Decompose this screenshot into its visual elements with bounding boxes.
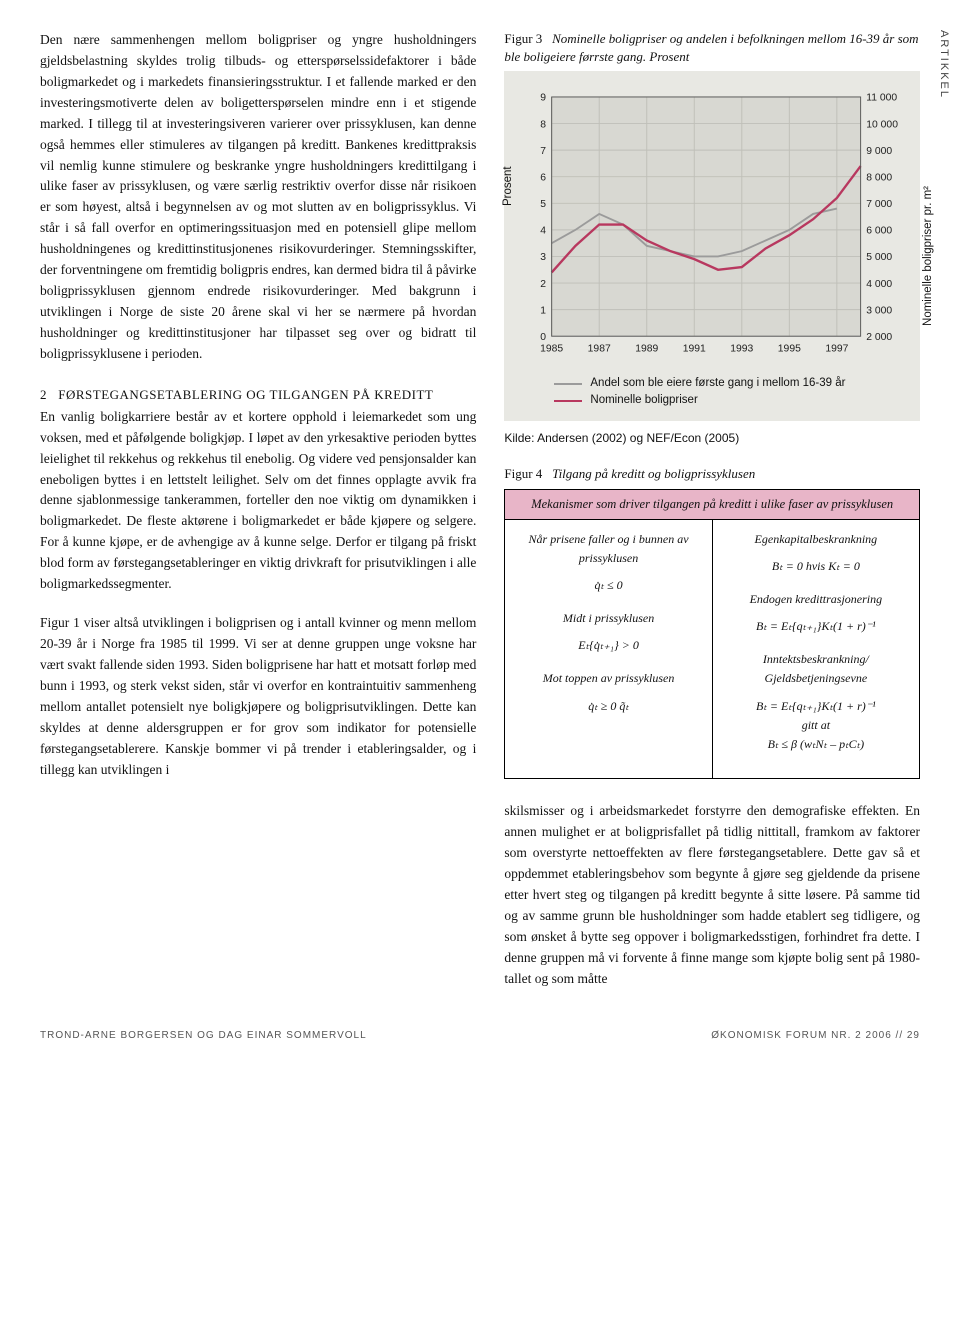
svg-text:8: 8 xyxy=(541,119,547,130)
legend-swatch xyxy=(554,400,582,402)
page-footer: TROND-ARNE BORGERSEN OG DAG EINAR SOMMER… xyxy=(40,1030,920,1041)
svg-text:7: 7 xyxy=(541,146,547,157)
fig4-right-col: Egenkapitalbeskrankning Bₜ = 0 hvis Kₜ = … xyxy=(713,520,919,779)
fig4-right-label: Egenkapitalbeskrankning xyxy=(721,530,911,549)
fig4-right-label: Inntektsbeskrankning/ Gjeldsbetjeningsev… xyxy=(721,650,911,688)
svg-text:6 000: 6 000 xyxy=(867,226,893,237)
svg-text:9: 9 xyxy=(541,93,547,104)
fig4-left-label: Mot toppen av prissyklusen xyxy=(513,669,703,688)
svg-text:1985: 1985 xyxy=(541,343,564,354)
fig4-header: Mekanismer som driver tilgangen på kredi… xyxy=(505,490,919,520)
svg-text:2 000: 2 000 xyxy=(867,332,893,343)
fig4-left-math: Eₜ{q̇ₜ₊₁} > 0 xyxy=(513,636,703,655)
svg-text:6: 6 xyxy=(541,173,547,184)
body-para-3: Figur 1 viser altså utviklingen i boligp… xyxy=(40,613,476,780)
fig4-left-label: Midt i prissyklusen xyxy=(513,609,703,628)
section-number: 2 xyxy=(40,387,47,402)
svg-text:2: 2 xyxy=(541,279,547,290)
right-column: ARTIKKEL Figur 3 Nominelle boligpriser o… xyxy=(504,30,920,990)
svg-text:8 000: 8 000 xyxy=(867,173,893,184)
legend-row: Nominelle boligpriser xyxy=(554,392,906,409)
fig4-right-math: Bₜ = Eₜ{qₜ₊₁}Kₜ(1 + r)⁻¹ xyxy=(721,617,911,636)
fig4-caption: Figur 4 Tilgang på kreditt og boligpriss… xyxy=(504,465,920,483)
svg-text:7 000: 7 000 xyxy=(867,199,893,210)
right-body-para: skilsmisser og i arbeidsmarkedet forstyr… xyxy=(504,801,920,989)
chart-svg: 0 1 2 3 4 5 6 7 8 9 2 000 3 000 4 000 5 000 6 000 7 000… xyxy=(514,81,910,371)
fig4-left-col: Når prisene faller og i bunnen av prissy… xyxy=(505,520,712,779)
fig4-frame: Mekanismer som driver tilgangen på kredi… xyxy=(504,489,920,780)
fig3-chart: Prosent Nominelle boligpriser pr. m² 012… xyxy=(504,71,920,421)
legend-row: Andel som ble eiere første gang i mellom… xyxy=(554,375,906,392)
svg-text:1987: 1987 xyxy=(588,343,611,354)
fig4-right-math: Bₜ = Eₜ{qₜ₊₁}Kₜ(1 + r)⁻¹gitt atBₜ ≤ β (w… xyxy=(721,697,911,755)
y-right-label: Nominelle boligpriser pr. m² xyxy=(922,186,934,326)
footer-right: ØKONOMISK FORUM NR. 2 2006 // 29 xyxy=(711,1030,920,1041)
fig4-title: Tilgang på kreditt og boligprissyklusen xyxy=(552,466,755,481)
body-para-1: Den nære sammenhengen mellom boligpriser… xyxy=(40,30,476,365)
para1-text: Den nære sammenhengen mellom boligpriser… xyxy=(40,30,476,365)
svg-text:11 000: 11 000 xyxy=(867,93,898,104)
svg-text:4 000: 4 000 xyxy=(867,279,893,290)
fig4-left-label: Når prisene faller og i bunnen av prissy… xyxy=(513,530,703,568)
legend-swatch xyxy=(554,383,582,385)
fig4-left-math: q̇ₜ ≤ 0 xyxy=(513,576,703,595)
fig3-legend: Andel som ble eiere første gang i mellom… xyxy=(514,371,910,410)
left-column: Den nære sammenhengen mellom boligpriser… xyxy=(40,30,476,990)
svg-text:0: 0 xyxy=(541,332,547,343)
footer-left: TROND-ARNE BORGERSEN OG DAG EINAR SOMMER… xyxy=(40,1030,367,1041)
fig3-caption: Figur 3 Nominelle boligpriser og andelen… xyxy=(504,30,920,65)
svg-text:5 000: 5 000 xyxy=(867,252,893,263)
page-columns: Den nære sammenhengen mellom boligpriser… xyxy=(40,30,920,990)
legend-label: Andel som ble eiere første gang i mellom… xyxy=(590,375,845,392)
svg-text:9 000: 9 000 xyxy=(867,146,893,157)
fig3-label: Figur 3 xyxy=(504,31,542,46)
para3-text: Figur 1 viser altså utviklingen i boligp… xyxy=(40,613,476,780)
svg-text:1989: 1989 xyxy=(636,343,659,354)
fig3-title: Nominelle boligpriser og andelen i befol… xyxy=(504,31,918,64)
fig4: Figur 4 Tilgang på kreditt og boligpriss… xyxy=(504,465,920,779)
svg-text:1991: 1991 xyxy=(683,343,706,354)
right-body-text: skilsmisser og i arbeidsmarkedet forstyr… xyxy=(504,801,920,989)
fig4-body: Når prisene faller og i bunnen av prissy… xyxy=(505,520,919,779)
fig3-source: Kilde: Andersen (2002) og NEF/Econ (2005… xyxy=(504,431,920,445)
svg-text:5: 5 xyxy=(541,199,547,210)
svg-text:4: 4 xyxy=(541,226,547,237)
fig4-label: Figur 4 xyxy=(504,466,542,481)
svg-text:1997: 1997 xyxy=(826,343,849,354)
side-label: ARTIKKEL xyxy=(938,30,950,99)
svg-text:1: 1 xyxy=(541,305,547,316)
svg-text:3 000: 3 000 xyxy=(867,305,893,316)
section-title: FØRSTEGANGSETABLERING OG TILGANGEN PÅ KR… xyxy=(58,387,433,402)
section-heading: 2 FØRSTEGANGSETABLERING OG TILGANGEN PÅ … xyxy=(40,387,476,403)
fig4-left-math: q̇ₜ ≥ 0 q̃ₜ xyxy=(513,697,703,716)
svg-text:10 000: 10 000 xyxy=(867,119,899,130)
svg-text:1993: 1993 xyxy=(731,343,754,354)
svg-text:3: 3 xyxy=(541,252,547,263)
legend-label: Nominelle boligpriser xyxy=(590,392,697,409)
para2-text: En vanlig boligkarriere består av et kor… xyxy=(40,407,476,595)
svg-text:1995: 1995 xyxy=(778,343,801,354)
fig4-right-label: Endogen kredittrasjonering xyxy=(721,590,911,609)
body-para-2: En vanlig boligkarriere består av et kor… xyxy=(40,407,476,595)
fig4-right-math: Bₜ = 0 hvis Kₜ = 0 xyxy=(721,557,911,576)
y-left-label: Prosent xyxy=(502,166,514,206)
